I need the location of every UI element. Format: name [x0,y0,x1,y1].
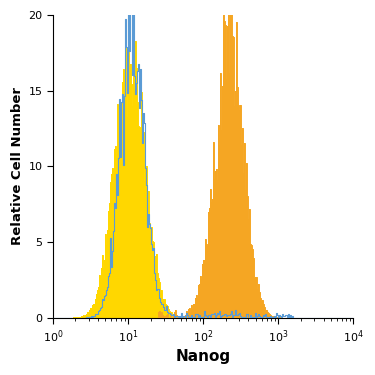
X-axis label: Nanog: Nanog [176,349,231,364]
Y-axis label: Relative Cell Number: Relative Cell Number [11,87,24,245]
